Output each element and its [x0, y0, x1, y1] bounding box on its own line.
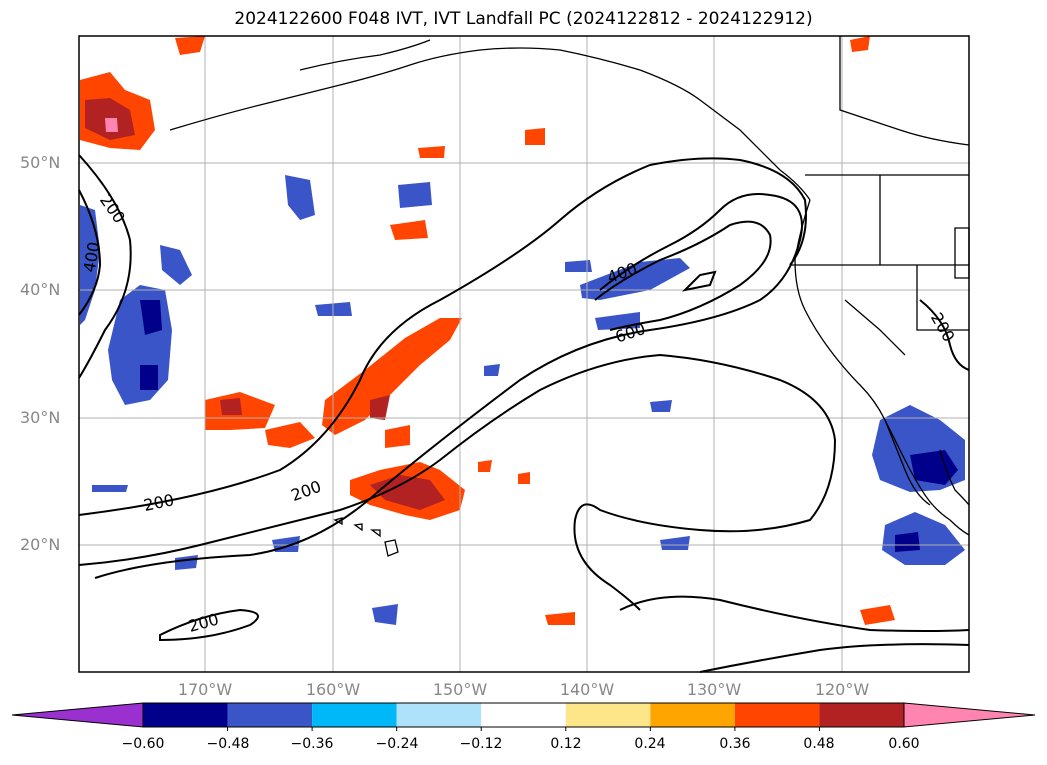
border — [839, 36, 970, 146]
colorbar-segment — [734, 703, 820, 727]
positive-region — [265, 422, 315, 448]
negative-region — [140, 365, 158, 390]
contour-line — [159, 608, 259, 642]
negative-region — [160, 245, 192, 285]
contour-line — [78, 157, 807, 516]
positive-region — [525, 128, 545, 145]
colorbar-tick: −0.36 — [290, 736, 334, 752]
negative-region — [398, 182, 432, 208]
positive-region — [418, 146, 445, 158]
negative-region — [895, 532, 920, 552]
colorbar-tick: −0.48 — [206, 736, 250, 752]
ivt-contours — [78, 154, 970, 673]
colorbar-segment — [819, 703, 904, 727]
border — [844, 299, 906, 356]
colorbar-extend-high — [903, 702, 1036, 728]
negative-region — [910, 450, 958, 485]
contour-line — [78, 353, 837, 611]
colorbar-tick: −0.60 — [121, 736, 165, 752]
map-frame — [78, 35, 970, 673]
negative-region — [372, 604, 398, 625]
colorbar-segments — [11, 702, 1036, 731]
colorbar-tick: 0.60 — [888, 736, 920, 752]
contour-line — [699, 643, 970, 673]
colorbar-segment — [312, 703, 397, 727]
contour-line — [78, 154, 132, 379]
colorbar-tick: 0.36 — [719, 736, 751, 752]
contour-line — [94, 193, 803, 579]
negative-region — [650, 400, 672, 412]
lat-label-40n: 40°N — [20, 280, 61, 299]
negative-region — [882, 512, 965, 565]
lon-label-130w: 130°W — [686, 680, 742, 699]
positive-region — [850, 36, 870, 52]
contour-line — [619, 595, 970, 632]
positive-region — [860, 605, 895, 625]
colorbar-tick: −0.24 — [375, 736, 419, 752]
lon-label-160w: 160°W — [305, 680, 361, 699]
positive-region — [390, 220, 428, 240]
lon-label-140w: 140°W — [559, 680, 615, 699]
negative-region — [92, 485, 128, 492]
negative-region — [484, 364, 500, 376]
contour-line — [681, 270, 717, 292]
lon-label-170w: 170°W — [177, 680, 233, 699]
coastline — [299, 39, 431, 71]
positive-region — [478, 460, 492, 472]
lat-label-50n: 50°N — [20, 153, 61, 172]
negative-region — [140, 300, 162, 335]
coastline — [794, 199, 970, 536]
colorbar-segment — [143, 703, 228, 727]
positive-region — [385, 425, 410, 448]
positive-region — [322, 318, 462, 435]
colorbar-extend-low — [11, 702, 144, 728]
lat-label-20n: 20°N — [20, 535, 61, 554]
colorbar-segment — [481, 703, 566, 727]
positive-region — [220, 398, 242, 415]
filled-anomaly-regions — [80, 36, 965, 625]
coastline — [939, 449, 970, 506]
colorbar-frame — [142, 702, 905, 728]
map-plot: 200 400 200 200 200 400 600 200 — [78, 35, 970, 673]
lon-label-120w: 120°W — [814, 680, 870, 699]
coastline — [169, 47, 811, 201]
positive-region — [545, 612, 575, 625]
colorbar-segment — [396, 703, 482, 727]
negative-region — [285, 175, 315, 220]
coastline — [333, 517, 399, 557]
positive-region — [175, 36, 205, 55]
negative-region — [80, 205, 100, 325]
colorbar-tick: 0.12 — [550, 736, 582, 752]
negative-region — [565, 260, 592, 272]
colorbar-segment — [650, 703, 735, 727]
contour-line — [78, 189, 102, 316]
lon-label-150w: 150°W — [432, 680, 488, 699]
colorbar-segment — [565, 703, 651, 727]
colorbar-tick: 0.24 — [634, 736, 666, 752]
positive-region — [370, 395, 390, 420]
colorbar-segment — [227, 703, 313, 727]
lat-label-30n: 30°N — [20, 408, 61, 427]
contour-line — [594, 220, 772, 331]
coastlines — [169, 36, 970, 557]
coastline — [884, 419, 931, 506]
colorbar-tick: 0.48 — [803, 736, 835, 752]
map-title: 2024122600 F048 IVT, IVT Landfall PC (20… — [234, 9, 813, 29]
negative-region — [660, 536, 690, 550]
colorbar-tick: −0.12 — [459, 736, 503, 752]
positive-region — [518, 472, 530, 484]
map-background — [79, 36, 969, 672]
border — [916, 265, 969, 331]
positive-region — [105, 118, 118, 132]
contour-line — [919, 299, 970, 371]
